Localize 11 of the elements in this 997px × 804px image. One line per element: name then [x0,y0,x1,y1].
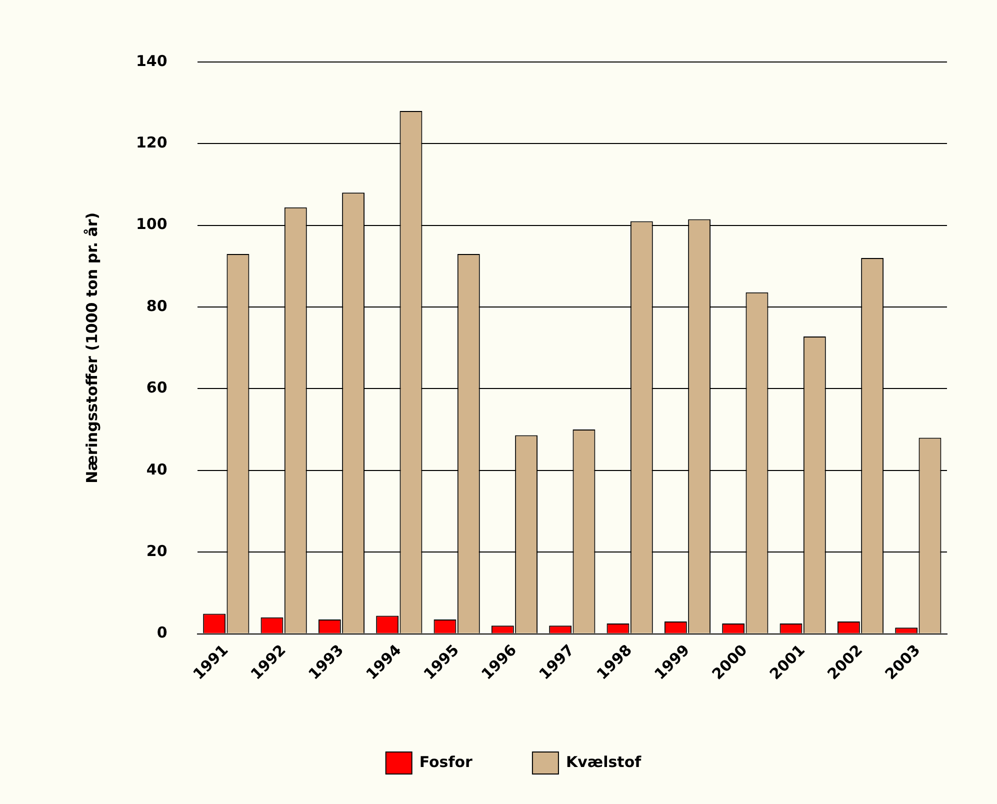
y-tick-label: 140 [136,52,168,70]
legend-label: Fosfor [419,752,474,771]
y-tick-label: 120 [136,134,168,152]
y-tick-label: 100 [136,215,168,234]
y-tick-label: 80 [146,296,168,315]
y-tick-label: 60 [146,378,168,397]
y-tick-label: 0 [156,624,168,642]
y-tick-label: 20 [146,542,168,560]
y-axis-title: Næringsstoffer (1000 ton pr. år) [82,212,101,484]
y-tick-label: 40 [146,460,168,478]
legend-label: Kvælstof [566,752,642,771]
